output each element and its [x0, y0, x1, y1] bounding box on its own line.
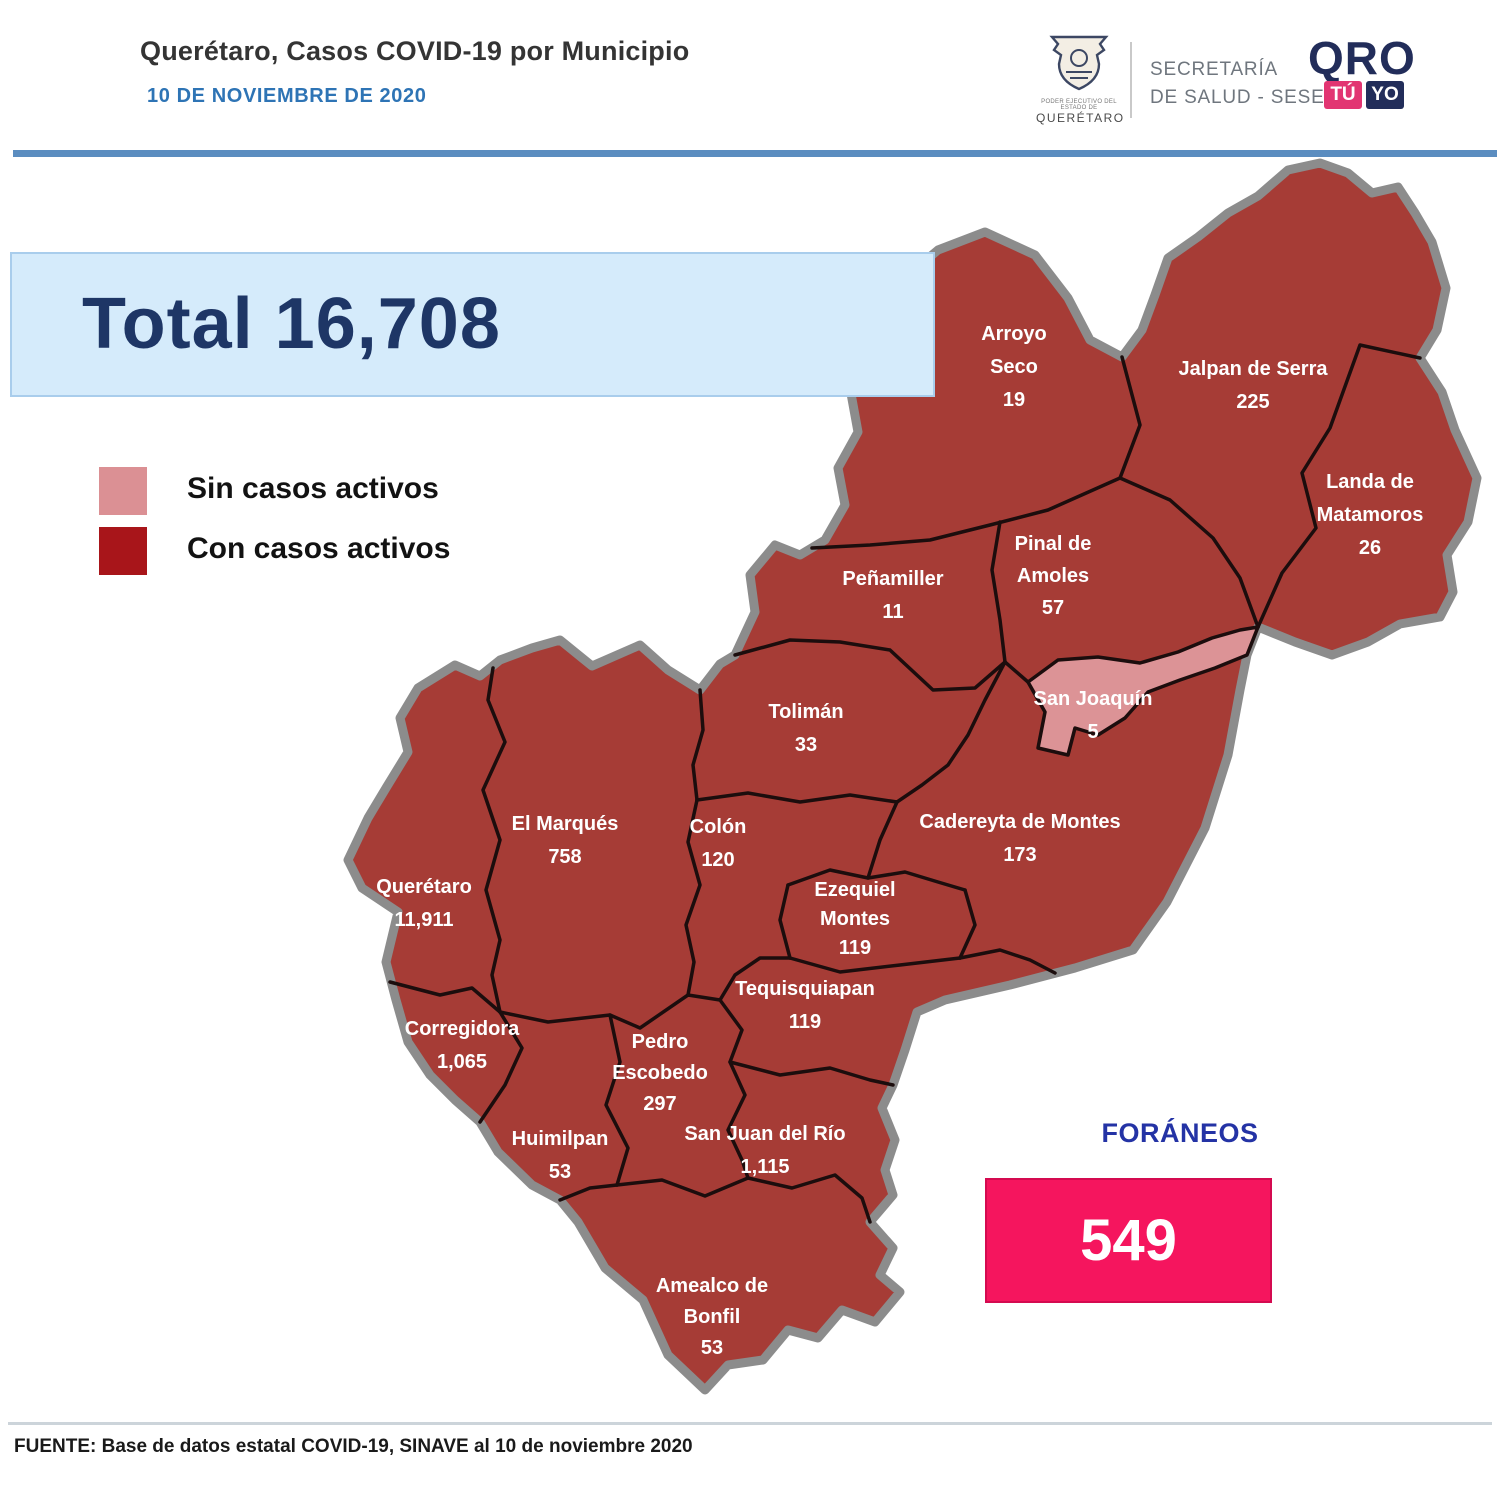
label-cadereyta-de-montes: Cadereyta de Montes 173 — [919, 811, 1120, 866]
legend-swatch-con-casos — [99, 527, 147, 575]
qro-tu-yo-logo: QRO TÚ YO — [1308, 32, 1438, 109]
municipality-labels: Arroyo Seco 19 Jalpan de Serra 225 Landa de Ma… — [376, 323, 1423, 1359]
label-el-marques: El Marqués 758 — [512, 813, 619, 868]
legend-label-con-casos: Con casos activos — [187, 532, 451, 565]
page-title: Querétaro, Casos COVID-19 por Municipio — [140, 36, 690, 66]
label-queretaro: Querétaro 11,911 — [376, 876, 472, 931]
label-amealco-de-bonfil: Amealco de Bonfil 53 — [656, 1275, 768, 1359]
total-cases: Total 16,708 — [82, 284, 501, 364]
yo-badge: YO — [1366, 81, 1404, 109]
state-shape — [343, 158, 1482, 1395]
total-banner: Total 16,708 — [10, 252, 935, 397]
header-rule — [13, 150, 1497, 157]
label-landa-de-matamoros: Landa de Matamoros 26 — [1317, 471, 1424, 559]
label-san-joaquin: San Joaquín 5 — [1034, 688, 1153, 743]
secretaria-salud-logo: SECRETARÍA DE SALUD - SESEQ — [1150, 56, 1340, 112]
label-jalpan-de-serra: Jalpan de Serra 225 — [1179, 358, 1329, 413]
label-san-juan-del-rio: San Juan del Río 1,115 — [684, 1123, 845, 1178]
foraneos-title: FORÁNEOS — [1101, 1118, 1259, 1148]
label-colon: Colón 120 — [690, 816, 747, 871]
coat-caption-small: PODER EJECUTIVO DEL ESTADO DE — [1041, 99, 1117, 111]
secretaria-line2: DE SALUD - SESEQ — [1150, 87, 1341, 108]
qro-wordmark: QRO — [1308, 32, 1416, 84]
region-san-joaquin — [1026, 625, 1260, 757]
label-corregidora: Corregidora 1,065 — [405, 1018, 520, 1073]
legend-swatch-sin-casos — [99, 467, 147, 515]
queretaro-coat-of-arms: PODER EJECUTIVO DEL ESTADO DE QUERÉTARO — [1036, 34, 1125, 125]
logo-divider — [1130, 42, 1132, 118]
label-ezequiel-montes: Ezequiel Montes 119 — [814, 879, 895, 959]
label-arroyo-seco: Arroyo Seco 19 — [981, 323, 1047, 411]
foraneos-value: 549 — [1080, 1208, 1177, 1273]
secretaria-line1: SECRETARÍA — [1150, 59, 1279, 80]
legend-label-sin-casos: Sin casos activos — [187, 472, 439, 505]
label-pinal-de-amoles: Pinal de Amoles 57 — [1015, 533, 1092, 619]
foraneos-box: 549 — [985, 1178, 1272, 1303]
label-tequisquiapan: Tequisquiapan 119 — [735, 978, 875, 1033]
tu-badge: TÚ — [1324, 81, 1362, 109]
shield-icon — [1049, 35, 1109, 91]
label-pedro-escobedo: Pedro Escobedo 297 — [612, 1031, 708, 1115]
label-penamiller: Peñamiller 11 — [842, 568, 943, 623]
label-huimilpan: Huimilpan 53 — [512, 1128, 609, 1183]
report-date: 10 DE NOVIEMBRE DE 2020 — [147, 85, 427, 107]
municipal-borders — [388, 343, 1422, 1224]
footer-rule — [8, 1422, 1492, 1425]
label-toliman: Tolimán 33 — [768, 701, 843, 756]
source-note: FUENTE: Base de datos estatal COVID-19, … — [14, 1436, 693, 1457]
coat-caption: QUERÉTARO — [1036, 111, 1125, 125]
